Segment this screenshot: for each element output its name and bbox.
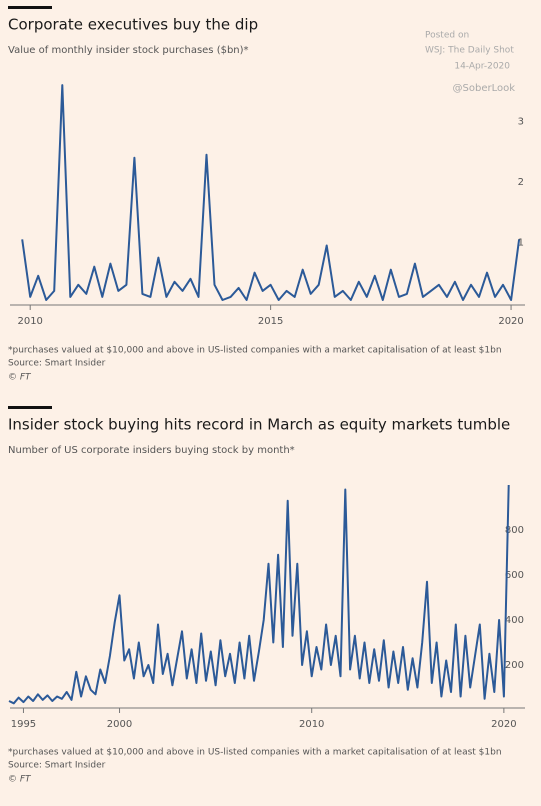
x-tick-label: 2020: [498, 316, 523, 327]
credit: © FT: [8, 775, 32, 785]
x-tick-label: 2010: [299, 719, 324, 730]
y-tick-label: 600: [505, 570, 524, 581]
credit: © FT: [8, 373, 32, 383]
watermark: WSJ: The Daily Shot: [425, 46, 514, 56]
x-tick-label: 1995: [11, 719, 36, 730]
x-tick-label: 2015: [258, 316, 283, 327]
y-tick-label: 400: [505, 615, 524, 626]
y-tick-label: 2: [518, 177, 524, 188]
watermark: @SoberLook: [453, 83, 516, 94]
title-bar: [8, 6, 52, 9]
chart-title: Corporate executives buy the dip: [8, 16, 258, 34]
data-line: [21, 84, 521, 301]
y-tick-label: 200: [505, 660, 524, 671]
watermark: Posted on: [425, 31, 469, 41]
source: Source: Smart Insider: [8, 359, 106, 369]
y-tick-label: 3: [518, 116, 524, 127]
data-line: [8, 484, 510, 705]
title-bar: [8, 406, 52, 409]
watermark: 14-Apr-2020: [454, 62, 510, 72]
x-tick-label: 2020: [491, 719, 516, 730]
footnote: *purchases valued at $10,000 and above i…: [8, 346, 502, 356]
x-tick-label: 2000: [107, 719, 132, 730]
source: Source: Smart Insider: [8, 761, 106, 771]
x-tick-label: 2010: [17, 316, 42, 327]
chart-subtitle: Value of monthly insider stock purchases…: [8, 45, 249, 56]
y-tick-label: 1: [518, 237, 524, 248]
chart-subtitle: Number of US corporate insiders buying s…: [8, 445, 295, 456]
footnote: *purchases valued at $10,000 and above i…: [8, 748, 502, 758]
chart-title: Insider stock buying hits record in Marc…: [8, 416, 510, 434]
y-tick-label: 800: [505, 525, 524, 536]
